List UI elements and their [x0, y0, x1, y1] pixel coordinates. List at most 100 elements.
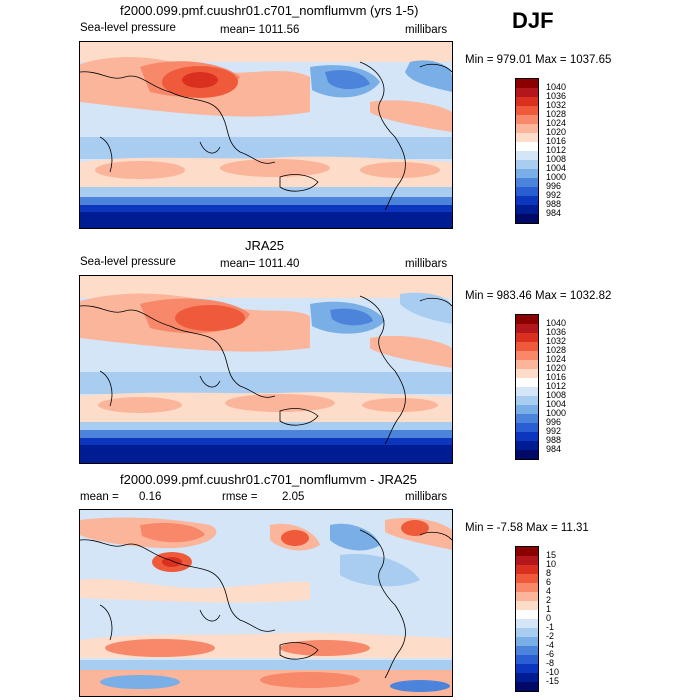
panel2-colorbar-label: 1036: [546, 327, 567, 337]
panel3-colorbar-label: 4: [546, 586, 552, 596]
panel2-colorbar-box: [516, 342, 538, 351]
panel2-map: [79, 275, 453, 464]
panel2-colorbar-box: [516, 441, 538, 450]
panel3-colorbar-label: -2: [546, 631, 555, 641]
panel1-colorbar-box: [516, 178, 538, 187]
panel3-colorbar-label: -15: [546, 676, 560, 686]
panel1-colorbar-box: [516, 133, 538, 142]
panel2-minmax: Min = 983.46 Max = 1032.82: [465, 290, 612, 302]
panel1-colorbar-box: [516, 169, 538, 178]
panel2-mean: mean= 1011.40: [220, 258, 300, 270]
panel3-colorbar-box: [516, 592, 538, 601]
panel1-title: f2000.099.pmf.cuushr01.c701_nomflumvm (y…: [120, 3, 419, 18]
panel3-colorbar-box: [516, 619, 538, 628]
panel1-colorbar-box: [516, 160, 538, 169]
panel1-colorbar-label: 1032: [546, 100, 567, 110]
panel2-colorbar-label: 1032: [546, 336, 567, 346]
panel1-colorbar: [515, 78, 539, 224]
panel2-colorbar-label: 1028: [546, 345, 567, 355]
panel1-colorbar-label: 992: [546, 190, 562, 200]
panel1-colorbar-box: [516, 97, 538, 106]
panel3-colorbar-box: [516, 664, 538, 673]
panel1-colorbar-box: [516, 142, 538, 151]
panel1-colorbar-label: 1036: [546, 91, 567, 101]
panel2-colorbar-box: [516, 333, 538, 342]
panel3-mean-value: 0.16: [139, 491, 162, 503]
panel3-colorbar-label: 8: [546, 568, 552, 578]
panel3-colorbar-label: 0: [546, 613, 552, 623]
panel2-variable: Sea-level pressure: [80, 256, 176, 268]
panel1-mean: mean= 1011.56: [220, 24, 300, 36]
panel1-colorbar-label: 1020: [546, 127, 567, 137]
panel1-colorbar-box: [516, 79, 538, 88]
panel2-title: JRA25: [245, 238, 285, 253]
panel3-colorbar-label: 10: [546, 559, 557, 569]
panel2-colorbar-box: [516, 405, 538, 414]
panel3-colorbar-label: -10: [546, 667, 560, 677]
panel2-colorbar-box: [516, 369, 538, 378]
panel1-minmax: Min = 979.01 Max = 1037.65: [465, 54, 612, 66]
panel2-colorbar-box: [516, 360, 538, 369]
panel3-colorbar-label: -6: [546, 649, 555, 659]
panel2-colorbar-label: 1000: [546, 408, 567, 418]
panel3-colorbar-box: [516, 646, 538, 655]
panel1-colorbar-box: [516, 106, 538, 115]
panel1-colorbar-box: [516, 205, 538, 214]
panel3-colorbar-label: 1: [546, 604, 552, 614]
panel3-colorbar-box: [516, 682, 538, 691]
panel2-colorbar-label: 984: [546, 444, 562, 454]
panel2-units: millibars: [405, 258, 448, 270]
panel3-colorbar-box: [516, 583, 538, 592]
panel3-colorbar-box: [516, 673, 538, 682]
panel1-colorbar-label: 1040: [546, 82, 567, 92]
panel1-units: millibars: [405, 24, 448, 36]
panel2-colorbar-box: [516, 423, 538, 432]
panel1-colorbar-label: 984: [546, 208, 562, 218]
panel3-colorbar-box: [516, 556, 538, 565]
panel3-title: f2000.099.pmf.cuushr01.c701_nomflumvm - …: [120, 472, 417, 487]
panel1-colorbar-label: 1004: [546, 163, 567, 173]
panel2-colorbar-label: 1008: [546, 390, 567, 400]
panel3-colorbar: [515, 546, 539, 692]
panel3-colorbar-box: [516, 628, 538, 637]
panel2-colorbar-label: 1004: [546, 399, 567, 409]
panel3-mean-label: mean =: [80, 491, 119, 503]
panel2-colorbar-box: [516, 432, 538, 441]
panel1-colorbar-box: [516, 151, 538, 160]
panel3-colorbar-box: [516, 610, 538, 619]
panel3-colorbar-box: [516, 565, 538, 574]
panel2-colorbar-label: 988: [546, 435, 562, 445]
panel2-colorbar-label: 1024: [546, 354, 567, 364]
panel3-colorbar-label: -8: [546, 658, 555, 668]
panel3-colorbar-box: [516, 601, 538, 610]
panel3-colorbar-label: 6: [546, 577, 552, 587]
panel1-colorbar-label: 996: [546, 181, 562, 191]
panel3-rmse-value: 2.05: [282, 491, 305, 503]
panel1-colorbar-label: 1008: [546, 154, 567, 164]
panel3-map: [79, 509, 453, 697]
panel1-colorbar-box: [516, 115, 538, 124]
panel3-minmax: Min = -7.58 Max = 11.31: [465, 522, 589, 534]
panel1-colorbar-box: [516, 187, 538, 196]
panel3-colorbar-box: [516, 574, 538, 583]
panel1-colorbar-box: [516, 124, 538, 133]
panel1-colorbar-label: 988: [546, 199, 562, 209]
panel2-colorbar-box: [516, 396, 538, 405]
panel2-colorbar-label: 1012: [546, 381, 567, 391]
panel3-colorbar-box: [516, 637, 538, 646]
panel1-variable: Sea-level pressure: [80, 22, 176, 34]
panel3-units: millibars: [405, 491, 448, 503]
panel1-colorbar-box: [516, 196, 538, 205]
panel3-colorbar-label: -4: [546, 640, 555, 650]
panel2-colorbar-label: 1040: [546, 318, 567, 328]
panel1-map: [79, 41, 453, 229]
panel3-colorbar-box: [516, 547, 538, 556]
panel3-colorbar-label: 15: [546, 550, 557, 560]
panel3-colorbar-label: -1: [546, 622, 555, 632]
panel2-colorbar-box: [516, 324, 538, 333]
panel1-colorbar-label: 1012: [546, 145, 567, 155]
panel1-colorbar-label: 1028: [546, 109, 567, 119]
panel3-colorbar-box: [516, 655, 538, 664]
panel2-colorbar-box: [516, 378, 538, 387]
panel2-colorbar-label: 1016: [546, 372, 567, 382]
